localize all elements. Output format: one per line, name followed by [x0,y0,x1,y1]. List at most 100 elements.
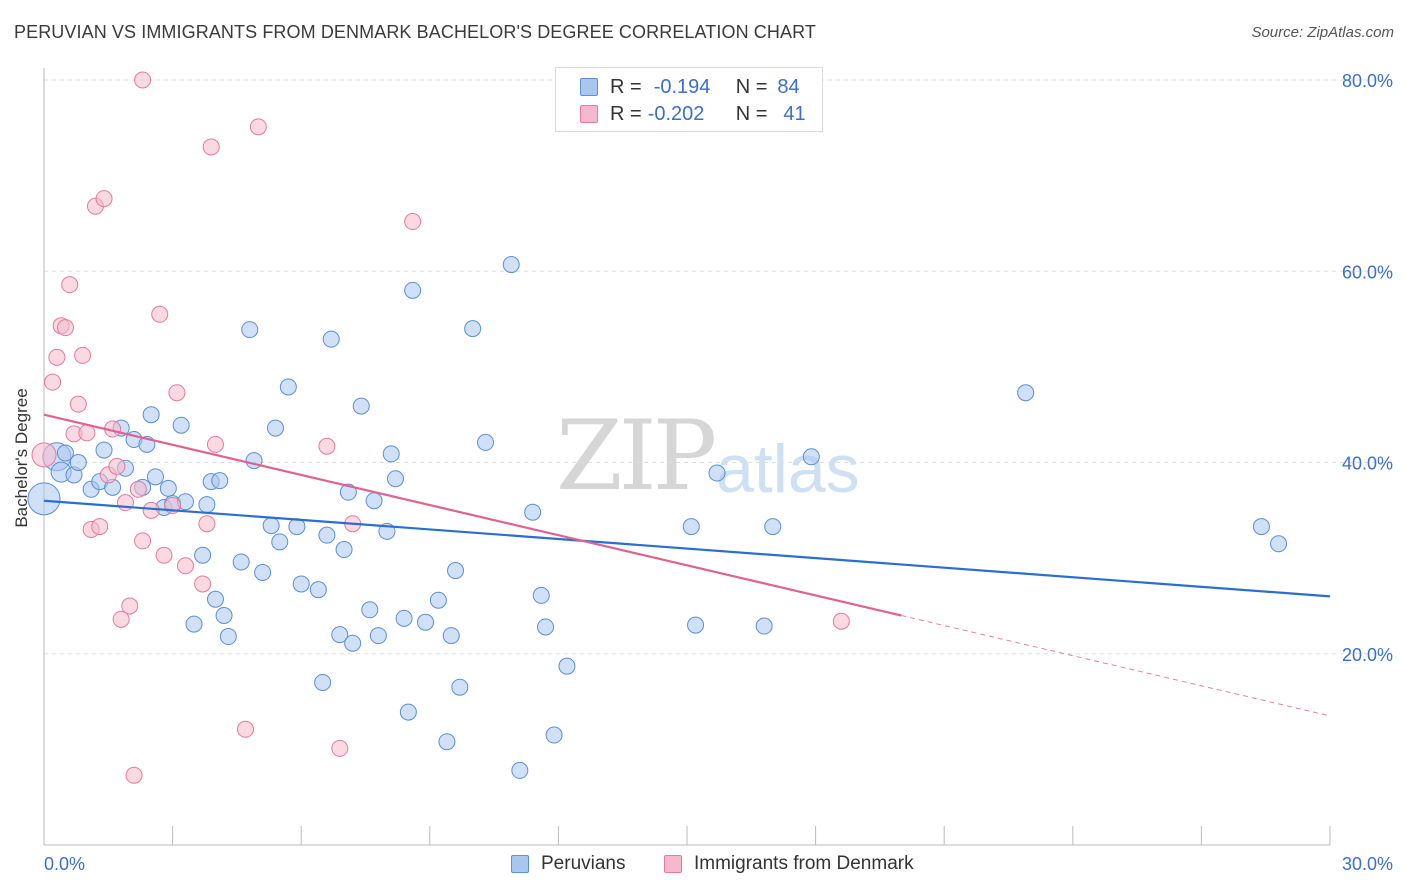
data-point-peruvians [524,503,542,521]
data-point-peruvians [95,441,113,459]
legend-n-label: N = [735,75,768,98]
data-point-peruvians [198,496,216,514]
legend-r-value: -0.202 [647,102,705,125]
data-point-peruvians [159,479,177,497]
tick-labels: 20.0% 40.0% 60.0% 80.0% 0.0% 30.0% [44,71,1393,874]
data-point-peruvians [477,433,495,451]
data-point-denmark [168,384,186,402]
data-point-peruvians [344,634,362,652]
source-credit: Source: ZipAtlas.com [1251,24,1394,41]
data-point-denmark [176,557,194,575]
data-point-peruvians [399,703,417,721]
legend-r-value: -0.194 [653,75,711,98]
data-point-peruvians [438,733,456,751]
data-point-peruvians [365,492,383,510]
data-point-peruvians [1017,384,1035,402]
data-point-peruvians [219,628,237,646]
data-point-denmark [206,435,224,453]
data-point-peruvians [464,320,482,338]
peruvians-swatch [580,78,598,96]
data-point-peruvians [279,378,297,396]
data-point-peruvians [314,673,332,691]
data-point-denmark [74,346,92,364]
data-point-denmark [331,739,349,757]
chart-title: PERUVIAN VS IMMIGRANTS FROM DENMARK BACH… [14,22,816,42]
data-point-denmark [151,305,169,323]
trend-line-peruvians [43,499,1331,598]
y-axis-label: Bachelor's Degree [12,388,31,528]
data-point-peruvians [322,330,340,348]
denmark-points [31,71,850,784]
data-point-peruvians [335,541,353,559]
data-point-denmark [108,457,126,475]
axis-layer [43,68,1331,846]
data-point-denmark [69,395,87,413]
data-point-denmark [44,373,62,391]
legend-n-value: 84 [777,75,800,98]
data-point-denmark [134,532,152,550]
denmark-legend-label: Immigrants from Denmark [694,853,914,874]
data-point-peruvians [532,586,550,604]
data-point-denmark [249,118,267,136]
data-point-peruvians [687,616,705,634]
data-point-denmark [832,612,850,630]
data-point-peruvians [172,416,190,434]
data-point-peruvians [206,590,224,608]
data-point-denmark [95,190,113,208]
data-point-peruvians [211,472,229,490]
data-point-denmark [48,348,66,366]
data-point-peruvians [537,618,555,636]
peruvians-legend-swatch [511,855,529,873]
data-point-peruvians [755,617,773,635]
data-point-peruvians [451,678,469,696]
peruvians-points [27,256,1288,779]
data-point-peruvians [1252,518,1270,536]
y-tick-label: 60.0% [1342,262,1393,282]
data-point-peruvians [404,281,422,299]
data-point-peruvians [764,518,782,536]
data-point-denmark [129,480,147,498]
data-point-denmark [31,442,57,468]
data-point-peruvians [369,627,387,645]
data-point-peruvians [395,609,413,627]
data-point-peruvians [194,546,212,564]
denmark-swatch [580,105,598,123]
data-point-peruvians [309,581,327,599]
data-point-denmark [78,424,96,442]
data-point-peruvians [318,526,336,544]
data-point-peruvians [682,518,700,536]
watermark-atlas: atlas [716,431,860,507]
legend-n-value: 41 [783,102,806,125]
trend-lines [43,413,1331,717]
peruvians-legend-label: Peruvians [541,853,626,874]
data-point-peruvians [558,657,576,675]
x-tick-label: 30.0% [1342,854,1393,874]
data-point-peruvians [417,613,435,631]
data-point-peruvians [429,591,447,609]
data-point-peruvians [142,406,160,424]
data-point-denmark [404,213,422,231]
data-point-denmark [125,766,143,784]
data-point-denmark [194,575,212,593]
data-point-peruvians [215,607,233,624]
data-point-peruvians [292,575,310,593]
y-tick-label: 80.0% [1342,71,1393,91]
legend-row-peruvians: R = -0.194 N = 84 [580,75,800,99]
data-point-denmark [112,610,130,628]
legend-row-denmark: R = -0.202 N = 41 [580,102,806,126]
data-point-peruvians [352,397,370,415]
denmark-legend-swatch [664,855,682,873]
data-point-peruvians [331,626,349,644]
data-point-denmark [121,597,139,615]
legend-r-label: R = [610,75,642,98]
data-point-peruvians [545,726,563,744]
legend-box: R = -0.194 N = 84 R = -0.202 N = 41 [555,67,823,132]
data-point-peruvians [511,761,529,779]
data-point-peruvians [387,470,405,488]
bottom-legend-peruvians: Peruvians [511,852,626,876]
data-point-peruvians [146,468,164,486]
data-point-peruvians [56,444,74,462]
data-point-peruvians [232,553,250,571]
data-point-peruvians [262,517,280,535]
